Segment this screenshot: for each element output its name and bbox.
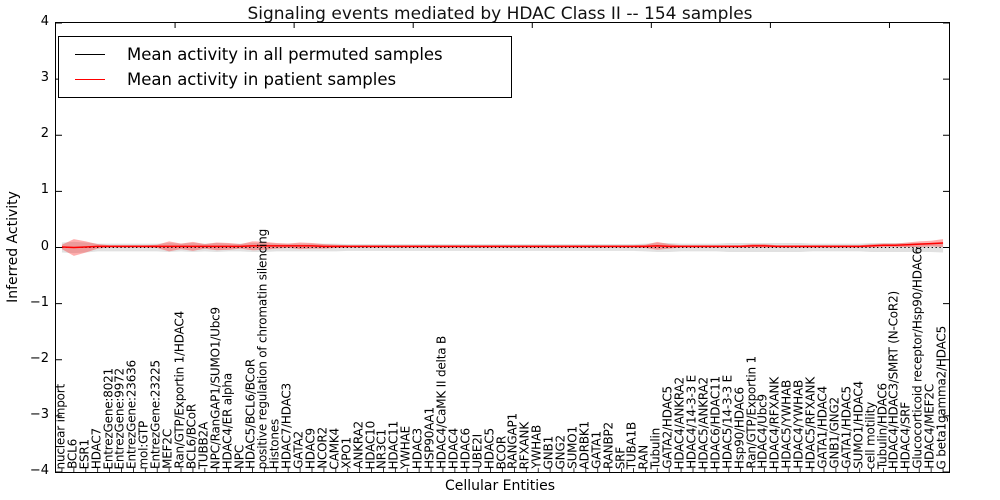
- plot-area: [55, 22, 950, 473]
- y-tick-label: 1: [40, 182, 49, 198]
- legend-line-patient-sample: [75, 79, 105, 80]
- y-tick-label: −1: [29, 294, 49, 310]
- legend-label-patient: Mean activity in patient samples: [127, 70, 397, 89]
- y-tick-label: −2: [29, 350, 49, 366]
- y-tick-label: 3: [40, 70, 49, 86]
- y-tick-label: 0: [40, 238, 49, 254]
- chart-canvas: [56, 23, 949, 472]
- x-tick-label: G beta1gamma2/HDAC5: [934, 325, 949, 469]
- legend-label-permuted: Mean activity in all permuted samples: [127, 45, 443, 64]
- y-tick-label: 2: [40, 126, 49, 142]
- y-tick-label: 4: [40, 14, 49, 29]
- legend: Mean activity in all permuted samples Me…: [58, 36, 512, 98]
- chart-title: Signaling events mediated by HDAC Class …: [247, 4, 753, 24]
- legend-item-permuted: Mean activity in all permuted samples: [59, 45, 511, 64]
- legend-line-permuted-sample: [75, 54, 105, 55]
- legend-item-patient: Mean activity in patient samples: [59, 70, 511, 89]
- x-axis-label: Cellular Entities: [444, 478, 556, 494]
- y-tick-label: −4: [29, 463, 49, 478]
- y-tick-label: −3: [29, 406, 49, 422]
